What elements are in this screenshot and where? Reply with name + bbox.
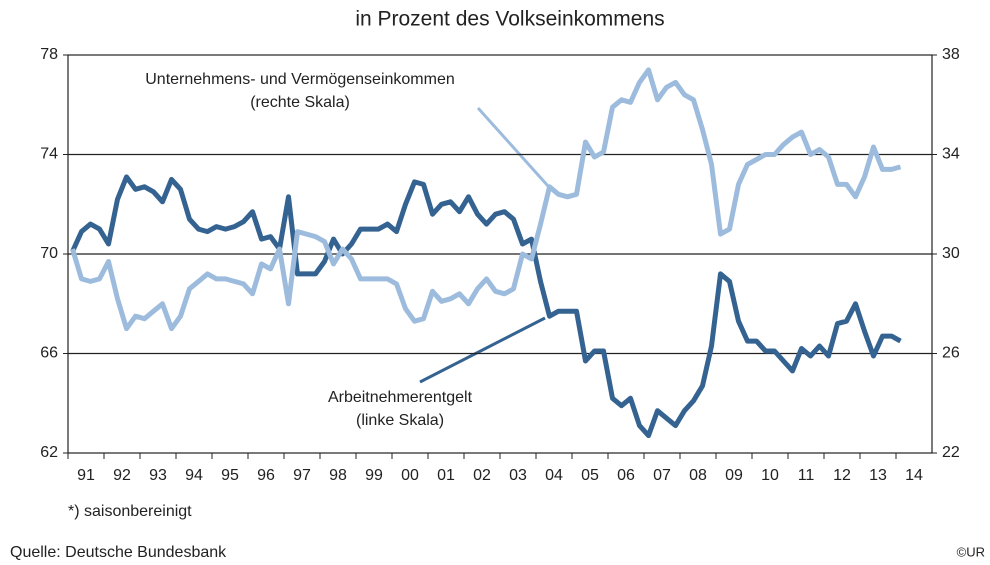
x-tick-label: 09 (725, 467, 743, 484)
y2-tick-label: 22 (942, 444, 960, 461)
x-tick-label: 13 (869, 467, 887, 484)
x-tick-label: 99 (365, 467, 383, 484)
y2-tick-label: 30 (942, 245, 960, 262)
x-tick-label: 97 (293, 467, 311, 484)
chart-title: in Prozent des Volkseinkommens (355, 8, 664, 31)
x-tick-label: 00 (401, 467, 419, 484)
x-tick-label: 06 (617, 467, 635, 484)
x-tick-label: 14 (905, 467, 923, 484)
y-tick-label: 66 (40, 345, 58, 362)
y-tick-label: 74 (40, 146, 58, 163)
x-tick-label: 93 (149, 467, 167, 484)
x-tick-label: 03 (509, 467, 527, 484)
x-tick-label: 08 (689, 467, 707, 484)
series-label: Unternehmens- und Vermögenseinkommen (145, 71, 455, 88)
x-tick-label: 04 (545, 467, 563, 484)
y2-tick-label: 38 (942, 46, 960, 63)
y-tick-label: 70 (40, 245, 58, 262)
x-tick-label: 98 (329, 467, 347, 484)
credit: ©UR (957, 544, 985, 559)
x-tick-label: 95 (221, 467, 239, 484)
y-tick-label: 62 (40, 444, 58, 461)
x-tick-label: 11 (798, 467, 815, 484)
annotation-leader (419, 316, 546, 384)
x-tick-label: 92 (113, 467, 131, 484)
series-note: (linke Skala) (356, 412, 444, 429)
series-line (70, 174, 902, 439)
footnote: *) saisonbereinigt (68, 503, 192, 520)
y-tick-label: 78 (40, 46, 58, 63)
x-tick-label: 91 (77, 467, 95, 484)
series-line (70, 67, 902, 332)
x-tick-label: 94 (185, 467, 203, 484)
series-note: (rechte Skala) (250, 94, 350, 111)
annotation-leader (476, 106, 550, 188)
y2-tick-label: 26 (942, 345, 960, 362)
x-tick-label: 07 (653, 467, 671, 484)
x-tick-label: 02 (473, 467, 491, 484)
series-label: Arbeitnehmerentgelt (328, 389, 473, 406)
x-tick-label: 01 (437, 467, 455, 484)
x-tick-label: 96 (257, 467, 275, 484)
x-tick-label: 05 (581, 467, 599, 484)
source: Quelle: Deutsche Bundesbank (10, 544, 227, 561)
x-tick-label: 10 (761, 467, 779, 484)
x-tick-label: 12 (833, 467, 851, 484)
y2-tick-label: 34 (942, 146, 960, 163)
